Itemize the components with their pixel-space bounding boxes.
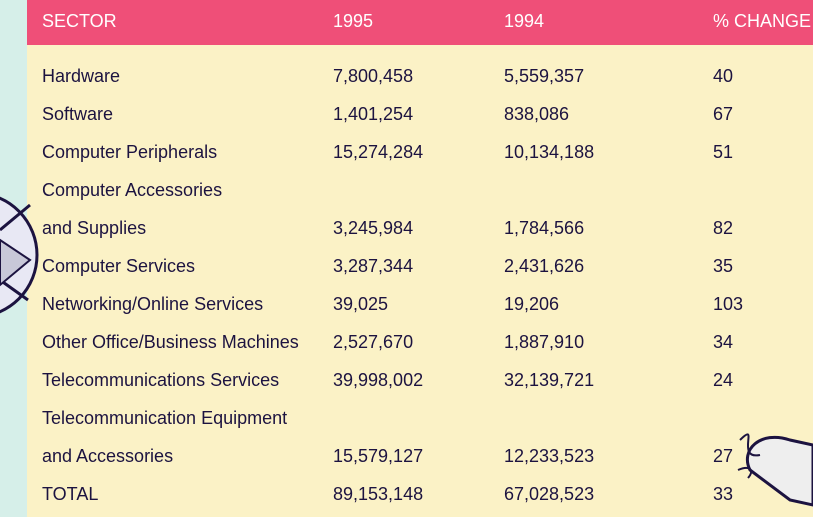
value-cell: 2,431,626 [504, 256, 584, 276]
sector-cell: Computer Peripherals [42, 142, 217, 162]
value-cell: 103 [713, 294, 743, 314]
value-cell: 15,579,127 [333, 446, 423, 466]
header-cell: 1995 [333, 11, 373, 31]
value-cell: 32,139,721 [504, 370, 594, 390]
sector-cell: Hardware [42, 66, 120, 86]
header-cell: % CHANGE [713, 11, 811, 31]
value-cell: 24 [713, 370, 733, 390]
value-cell: 1,401,254 [333, 104, 413, 124]
value-cell: 27 [713, 446, 733, 466]
value-cell: 7,800,458 [333, 66, 413, 86]
value-cell: 39,025 [333, 294, 388, 314]
sector-cell: Computer Services [42, 256, 195, 276]
value-cell: 15,274,284 [333, 142, 423, 162]
sector-cell: and Supplies [42, 218, 146, 238]
value-cell: 2,527,670 [333, 332, 413, 352]
page: SECTOR 1995 1994 % CHANGE Hardware 7,800,458 5… [0, 0, 813, 517]
value-cell: 67 [713, 104, 733, 124]
sector-cell: Telecommunication Equipment [42, 408, 287, 428]
sector-cell: Networking/Online Services [42, 294, 263, 314]
value-cell: 1,887,910 [504, 332, 584, 352]
value-cell: 35 [713, 256, 733, 276]
sector-cell: Telecommunications Services [42, 370, 279, 390]
value-cell: 89,153,148 [333, 484, 423, 504]
value-cell: 3,245,984 [333, 218, 413, 238]
sector-cell: Software [42, 104, 113, 124]
sector-cell: TOTAL [42, 484, 98, 504]
value-cell: 19,206 [504, 294, 559, 314]
header-cell: SECTOR [42, 11, 117, 31]
value-cell: 3,287,344 [333, 256, 413, 276]
sector-cell: Computer Accessories [42, 180, 222, 200]
value-cell: 82 [713, 218, 733, 238]
sector-cell: and Accessories [42, 446, 173, 466]
value-cell: 10,134,188 [504, 142, 594, 162]
value-cell: 12,233,523 [504, 446, 594, 466]
value-cell: 39,998,002 [333, 370, 423, 390]
header-bar [27, 0, 813, 45]
value-cell: 1,784,566 [504, 218, 584, 238]
header-cell: 1994 [504, 11, 544, 31]
sector-cell: Other Office/Business Machines [42, 332, 299, 352]
value-cell: 34 [713, 332, 733, 352]
value-cell: 838,086 [504, 104, 569, 124]
value-cell: 40 [713, 66, 733, 86]
value-cell: 67,028,523 [504, 484, 594, 504]
value-cell: 5,559,357 [504, 66, 584, 86]
value-cell: 33 [713, 484, 733, 504]
value-cell: 51 [713, 142, 733, 162]
